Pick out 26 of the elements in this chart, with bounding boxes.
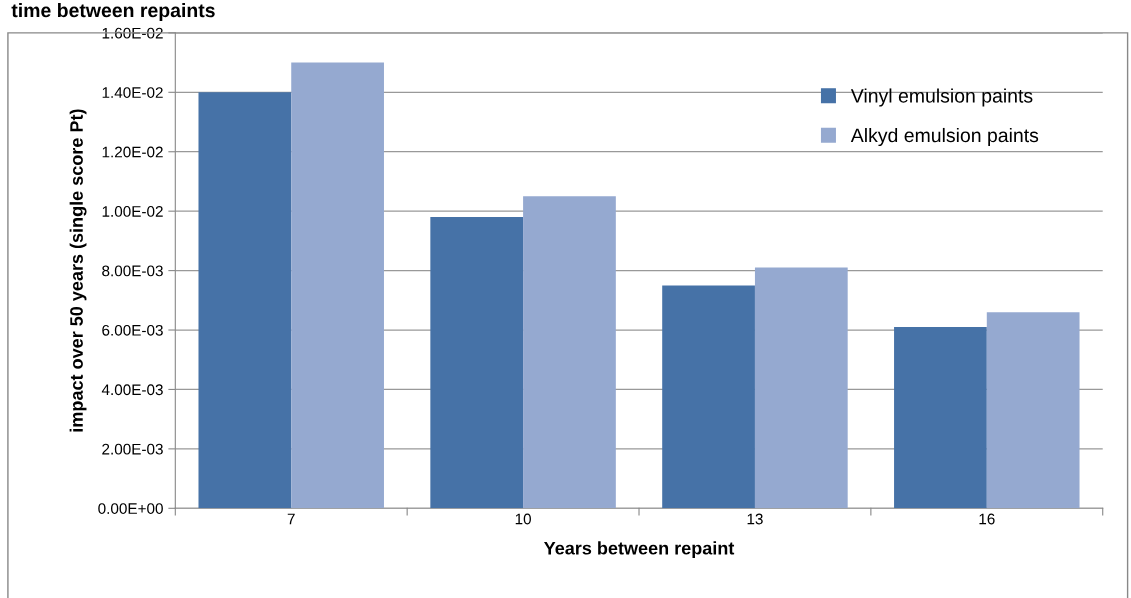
legend-label: Alkyd emulsion paints xyxy=(850,127,1039,147)
x-tick-label: 10 xyxy=(515,513,531,525)
legend-label: Vinyl emulsion paints xyxy=(850,88,1033,107)
bar xyxy=(523,196,616,509)
y-tick-label: 2.00E-03 xyxy=(102,443,163,455)
bar xyxy=(986,312,1080,509)
bar xyxy=(894,327,987,509)
bar xyxy=(662,285,755,509)
x-tick-label: 7 xyxy=(287,513,295,525)
bar xyxy=(198,92,292,509)
x-axis-title: Years between repaint xyxy=(543,541,735,559)
bar xyxy=(754,267,848,509)
x-tick-label: 13 xyxy=(747,513,763,525)
x-tick-label: 16 xyxy=(979,513,995,525)
y-axis-title: impact over 50 years (single score Pt) xyxy=(69,109,87,432)
y-tick-label: 1.60E-02 xyxy=(102,27,163,39)
y-tick-label: 1.00E-02 xyxy=(102,206,163,217)
y-tick-label: 1.20E-02 xyxy=(102,146,163,158)
bar xyxy=(430,217,524,509)
y-tick-label: 4.00E-03 xyxy=(101,384,163,396)
bar xyxy=(291,62,384,509)
y-tick-label: 8.00E-03 xyxy=(102,265,163,277)
y-tick-label: 0.00E+00 xyxy=(98,503,163,514)
y-tick-label: 6.00E-03 xyxy=(102,324,163,336)
y-tick-label: 1.40E-02 xyxy=(102,87,163,98)
chart-title: time between repaints xyxy=(11,2,215,22)
